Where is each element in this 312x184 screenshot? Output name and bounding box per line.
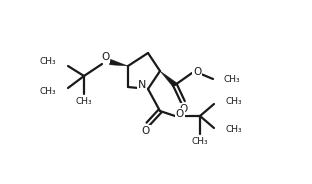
Text: O: O (193, 67, 201, 77)
Text: CH₃: CH₃ (226, 125, 243, 135)
Text: CH₃: CH₃ (192, 137, 208, 146)
Text: O: O (101, 52, 109, 62)
Text: O: O (180, 104, 188, 114)
Text: CH₃: CH₃ (39, 57, 56, 66)
Text: N: N (138, 80, 146, 90)
Text: O: O (142, 126, 150, 136)
Text: CH₃: CH₃ (39, 86, 56, 95)
Text: CH₃: CH₃ (226, 96, 243, 105)
Text: CH₃: CH₃ (224, 75, 241, 84)
Text: O: O (176, 109, 184, 119)
Polygon shape (160, 71, 177, 87)
Text: CH₃: CH₃ (76, 98, 92, 107)
Polygon shape (110, 59, 128, 66)
